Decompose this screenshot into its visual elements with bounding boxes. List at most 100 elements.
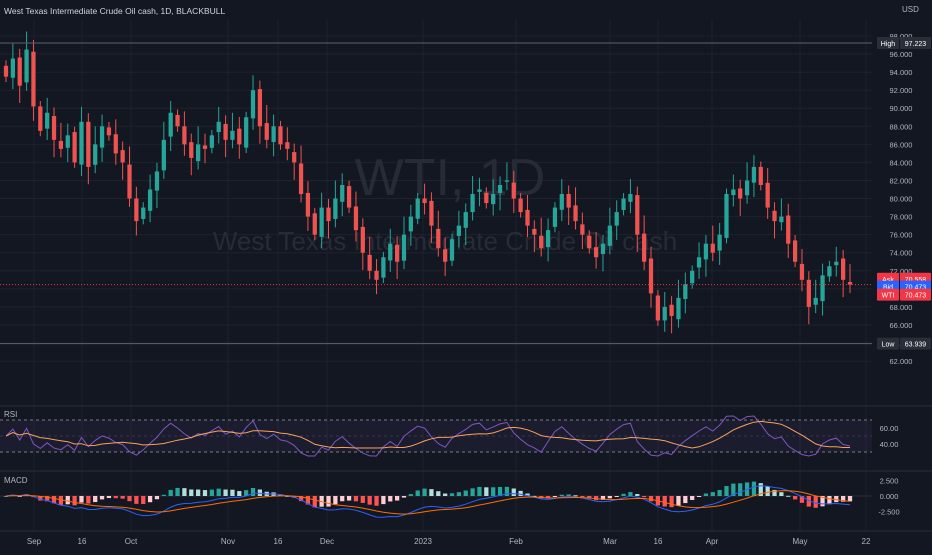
- candle-body: [676, 297, 681, 320]
- candle-body: [655, 295, 660, 321]
- macd-histogram-bar: [552, 496, 558, 497]
- macd-histogram-bar: [58, 496, 64, 505]
- candle-body: [813, 297, 818, 305]
- price-axis[interactable]: 98.000 96.000 94.000 92.000 90.000 88.000 86.0…: [890, 32, 913, 366]
- candle-body: [484, 192, 489, 204]
- candle-body: [834, 261, 839, 266]
- candle-body: [504, 180, 510, 182]
- candle-body: [65, 135, 70, 148]
- time-axis[interactable]: Sep 16 Oct Nov 16 Dec 2023 Feb Mar 16 Apr May 22: [27, 537, 871, 546]
- macd-histogram-bar: [223, 489, 228, 496]
- macd-histogram-bar: [93, 496, 98, 503]
- macd-histogram-bar: [360, 496, 365, 503]
- macd-histogram-bar: [525, 493, 530, 496]
- macd-histogram-bar: [587, 496, 592, 499]
- candle-body: [724, 194, 729, 238]
- rsi-ma-line: [5, 420, 850, 449]
- candle-body: [532, 228, 537, 235]
- macd-histogram-bar: [642, 496, 647, 498]
- candle-body: [113, 134, 118, 154]
- macd-histogram-bar: [244, 490, 249, 496]
- candle-body: [223, 123, 228, 140]
- badge-label: Bid: [883, 285, 893, 292]
- candle-body: [3, 65, 9, 77]
- macd-histogram-bar: [216, 488, 221, 496]
- macd-histogram-bar: [99, 496, 105, 500]
- macd-histogram-bar: [792, 496, 798, 500]
- candle-body: [847, 281, 853, 285]
- macd-histogram-bar: [209, 489, 214, 496]
- watermark-symbol: WTI, 1D: [355, 149, 546, 207]
- macd-histogram-bar: [683, 496, 688, 504]
- macd-histogram-bar: [394, 496, 400, 501]
- macd-histogram-bar: [17, 495, 22, 497]
- candle-body: [758, 166, 763, 185]
- rsi-band-fill: [0, 420, 872, 452]
- candle-body: [422, 198, 427, 204]
- candle-body: [106, 127, 112, 136]
- rsi-pane: 60.00 40.00: [0, 415, 898, 457]
- time-tick-label: 22: [862, 537, 871, 546]
- time-tick-label: Apr: [706, 537, 719, 546]
- candle-body: [786, 215, 791, 244]
- candle-body: [696, 257, 702, 268]
- candle-body: [511, 182, 516, 199]
- macd-histogram-bar: [113, 496, 118, 499]
- macd-histogram-bar: [408, 494, 413, 496]
- candle-body: [539, 235, 544, 249]
- candle-body: [168, 112, 173, 137]
- macd-histogram-bar: [86, 496, 91, 504]
- macd-histogram-bar: [827, 496, 832, 505]
- macd-histogram-bar: [841, 496, 846, 502]
- macd-histogram-bar: [257, 489, 263, 496]
- macd-histogram-bar: [731, 483, 736, 496]
- macd-histogram-bar: [250, 487, 256, 496]
- macd-histogram-bar: [662, 496, 667, 507]
- macd-tick-label: -2.500: [878, 508, 899, 517]
- candle-body: [518, 198, 523, 213]
- price-tick-label: 76.000: [890, 231, 913, 240]
- macd-histogram-bar: [621, 493, 626, 496]
- macd-histogram-bar: [285, 495, 290, 497]
- macd-histogram-bar: [813, 496, 818, 508]
- price-tick-label: 96.000: [890, 50, 913, 59]
- macd-label[interactable]: MACD: [4, 476, 28, 485]
- macd-tick-label: 2.500: [880, 477, 899, 486]
- candle-body: [669, 304, 674, 316]
- macd-histogram-bar: [196, 489, 201, 496]
- macd-histogram-bar: [511, 488, 516, 496]
- time-tick-label: Nov: [221, 537, 235, 546]
- price-badges: High 97.223 Ask 70.558 Bid 70.473 WTI 70.473 Low…: [877, 37, 931, 350]
- macd-histogram-bar: [751, 481, 757, 496]
- macd-histogram-bar: [340, 496, 345, 502]
- candle-body: [45, 112, 50, 129]
- macd-tick-label: 0.000: [880, 492, 899, 501]
- candle-body: [799, 263, 805, 280]
- candle-body: [449, 239, 455, 261]
- badge-value: 70.473: [905, 293, 927, 300]
- macd-histogram-bar: [182, 488, 187, 496]
- candle-body: [690, 270, 695, 284]
- macd-histogram-bar: [429, 489, 434, 496]
- candle-body: [614, 212, 619, 226]
- macd-histogram-bar: [326, 496, 331, 507]
- badge-label: Ask: [882, 277, 894, 284]
- rsi-label[interactable]: RSI: [4, 410, 17, 419]
- badge-label-box: [877, 37, 899, 50]
- symbol-title[interactable]: West Texas Intermediate Crude Oil cash, …: [4, 6, 226, 16]
- candle-body: [415, 198, 420, 219]
- macd-histogram-bar: [497, 486, 503, 496]
- macd-histogram-bar: [600, 496, 606, 500]
- candle-body: [731, 189, 736, 196]
- price-tick-label: 86.000: [890, 140, 913, 149]
- candle-body: [319, 207, 324, 237]
- candlestick-series: [3, 31, 853, 334]
- time-tick-label: Dec: [320, 537, 334, 546]
- badge-value-box: [900, 337, 931, 350]
- candle-body: [285, 142, 290, 149]
- macd-histogram-bar: [298, 496, 304, 502]
- price-tick-label: 74.000: [890, 249, 913, 258]
- candle-body: [305, 192, 311, 217]
